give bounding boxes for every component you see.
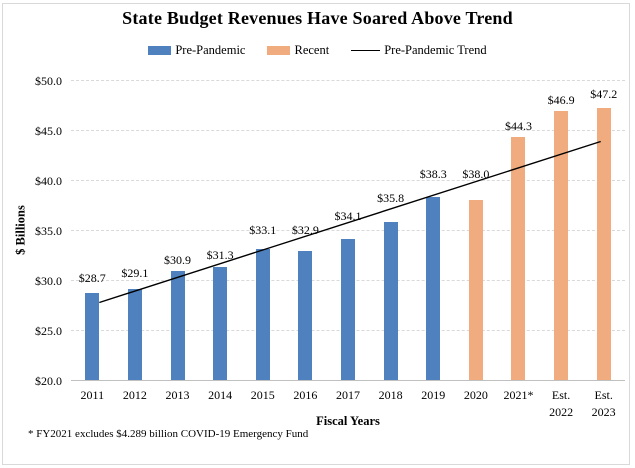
legend-item-recent: Recent	[267, 43, 329, 58]
y-tick-label-25: $25.0	[35, 324, 62, 338]
bar-2018	[383, 222, 398, 380]
footnote: * FY2021 excludes $4.289 billion COVID-1…	[28, 428, 309, 440]
gridline-45	[71, 130, 625, 131]
x-tick-label-2019: 2019	[421, 388, 446, 402]
legend: Pre-Pandemic Recent Pre-Pandemic Trend	[0, 43, 635, 58]
x-tick-label-est-2022: Est. 2022	[549, 388, 574, 419]
legend-item-trend: Pre-Pandemic Trend	[351, 43, 487, 58]
bar-2011	[85, 293, 100, 380]
bar-value-label-2018: $35.8	[377, 191, 405, 205]
chart-title: State Budget Revenues Have Soared Above …	[122, 8, 513, 28]
bar-value-label-est-2023: $47.2	[590, 87, 618, 101]
gridline-35	[71, 230, 625, 231]
bar-est-2022	[554, 111, 569, 380]
bar-2014	[213, 267, 228, 380]
x-tick-label-2015: 2015	[250, 388, 275, 402]
bar-2015	[255, 249, 270, 380]
bar-2013	[170, 271, 185, 380]
bar-value-label-2017: $34.1	[334, 209, 362, 223]
y-tick-label-30: $30.0	[35, 274, 62, 288]
bar-est-2023	[596, 108, 611, 380]
x-tick-label-2016: 2016	[293, 388, 318, 402]
gridline-50	[71, 80, 625, 81]
gridline-40	[71, 180, 625, 181]
trend-line-swatch	[351, 50, 381, 51]
bar-value-label-2020: $38.0	[462, 167, 490, 181]
bar-value-label-2011: $28.7	[78, 271, 106, 285]
x-tick-label-2017: 2017	[335, 388, 360, 402]
legend-label-recent: Recent	[294, 43, 330, 57]
legend-item-pre-pandemic: Pre-Pandemic	[148, 43, 245, 58]
pre-pandemic-swatch	[148, 46, 172, 55]
y-tick-label-20: $20.0	[35, 374, 62, 388]
x-tick-label-2013: 2013	[165, 388, 190, 402]
x-tick-label-2011: 2011	[80, 388, 105, 402]
x-tick-label-2020: 2020	[463, 388, 488, 402]
y-tick-label-50: $50.0	[35, 74, 62, 88]
x-tick-label-2018: 2018	[378, 388, 403, 402]
x-axis-line	[71, 380, 625, 381]
bar-2021	[511, 137, 526, 380]
legend-label-pre-pandemic: Pre-Pandemic	[175, 43, 246, 57]
y-tick-label-40: $40.0	[35, 174, 62, 188]
legend-label-trend: Pre-Pandemic Trend	[384, 43, 487, 57]
bar-2012	[127, 289, 142, 380]
x-tick-label-2012: 2012	[122, 388, 147, 402]
bar-2020	[468, 200, 483, 380]
x-tick-label-2014: 2014	[208, 388, 233, 402]
bar-value-label-2021: $44.3	[504, 119, 532, 133]
bar-value-label-2012: $29.1	[121, 266, 149, 280]
bar-value-label-2016: $32.9	[291, 223, 319, 237]
y-tick-label-45: $45.0	[35, 124, 62, 138]
x-axis-title: Fiscal Years	[316, 414, 380, 428]
y-tick-label-35: $35.0	[35, 224, 62, 238]
bar-2017	[341, 239, 355, 380]
bar-2016	[298, 251, 313, 380]
recent-swatch	[267, 46, 291, 55]
x-tick-label-2021: 2021*	[503, 388, 534, 402]
x-tick-label-est-2023: Est. 2023	[591, 388, 616, 419]
bar-2019	[426, 197, 441, 380]
bar-value-label-est-2022: $46.9	[547, 93, 575, 107]
bar-value-label-2014: $31.3	[206, 248, 234, 262]
